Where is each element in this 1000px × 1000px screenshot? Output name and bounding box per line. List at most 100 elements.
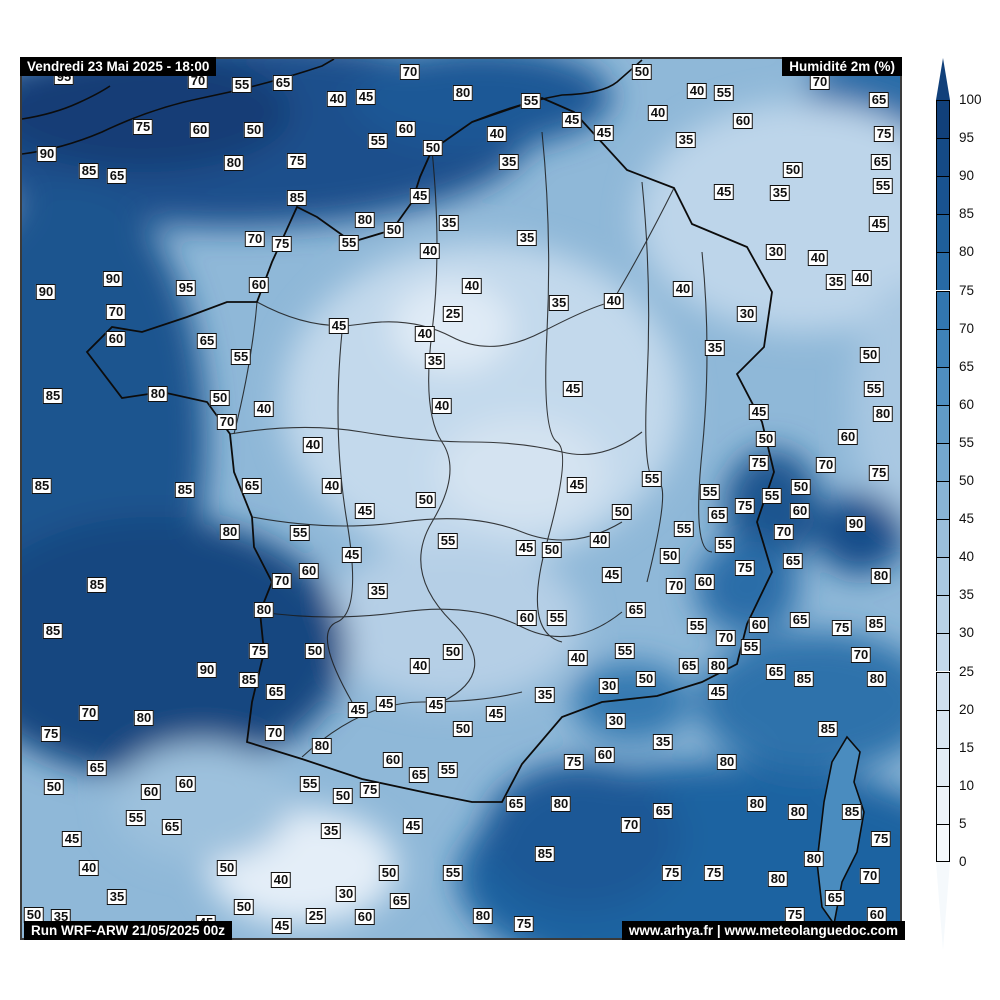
humidity-value-label: 75 <box>359 782 381 798</box>
humidity-value-label: 35 <box>516 230 538 246</box>
humidity-value-label: 75 <box>868 465 890 481</box>
humidity-value-label: 75 <box>661 865 683 881</box>
colorbar-tick-label: 60 <box>959 396 975 412</box>
humidity-value-label: 55 <box>740 639 762 655</box>
humidity-value-label: 50 <box>659 548 681 564</box>
humidity-value-label: 60 <box>354 909 376 925</box>
humidity-value-label: 60 <box>694 574 716 590</box>
humidity-value-label: 80 <box>219 524 241 540</box>
humidity-value-label: 45 <box>748 404 770 420</box>
colorbar-tick-label: 40 <box>959 549 975 565</box>
humidity-value-label: 85 <box>534 846 556 862</box>
humidity-value-label: 85 <box>42 388 64 404</box>
humidity-value-label: 50 <box>332 788 354 804</box>
humidity-value-label: 35 <box>424 353 446 369</box>
humidity-value-label: 45 <box>402 818 424 834</box>
humidity-value-label: 75 <box>734 498 756 514</box>
humidity-value-label: 55 <box>367 133 389 149</box>
humidity-value-label: 65 <box>652 803 674 819</box>
humidity-value-label: 55 <box>614 643 636 659</box>
humidity-value-label: 85 <box>42 623 64 639</box>
humidity-value-label: 50 <box>233 899 255 915</box>
humidity-value-label: 50 <box>422 140 444 156</box>
humidity-value-label: 50 <box>541 542 563 558</box>
humidity-value-label: 85 <box>86 577 108 593</box>
humidity-value-label: 70 <box>264 725 286 741</box>
humidity-value-label: 70 <box>216 414 238 430</box>
colorbar-tick-label: 65 <box>959 358 975 374</box>
humidity-value-label: 65 <box>86 760 108 776</box>
humidity-value-label: 75 <box>271 236 293 252</box>
humidity-value-label: 50 <box>442 644 464 660</box>
humidity-value-label: 85 <box>865 616 887 632</box>
datetime-label: Vendredi 23 Mai 2025 - 18:00 <box>20 57 217 76</box>
colorbar-tick-label: 50 <box>959 473 975 488</box>
humidity-value-label: 40 <box>567 650 589 666</box>
humidity-value-label: 60 <box>395 121 417 137</box>
humidity-value-label: 85 <box>238 672 260 688</box>
humidity-value-label: 55 <box>686 618 708 634</box>
colorbar-tick-label: 25 <box>959 663 975 679</box>
credits-label: www.arhya.fr | www.meteolanguedoc.com <box>621 921 905 940</box>
humidity-value-label: 65 <box>868 92 890 108</box>
humidity-value-label: 40 <box>419 243 441 259</box>
humidity-value-label: 30 <box>598 678 620 694</box>
humidity-value-label: 40 <box>603 293 625 309</box>
humidity-value-label: 40 <box>589 532 611 548</box>
humidity-value-label: 60 <box>732 113 754 129</box>
humidity-value-label: 50 <box>859 347 881 363</box>
humidity-value-label: 60 <box>789 503 811 519</box>
humidity-value-label: 75 <box>703 865 725 881</box>
humidity-value-label: 40 <box>409 658 431 674</box>
model-run-label: Run WRF-ARW 21/05/2025 00z <box>24 921 233 940</box>
humidity-value-label: 40 <box>851 270 873 286</box>
humidity-value-label: 60 <box>594 747 616 763</box>
colorbar-tick-label: 20 <box>959 701 975 717</box>
humidity-value-label: 65 <box>196 333 218 349</box>
humidity-value-label: 45 <box>341 547 363 563</box>
map-svg <box>22 59 900 938</box>
humidity-value-label: 75 <box>248 643 270 659</box>
humidity-value-label: 55 <box>299 776 321 792</box>
humidity-value-label: 50 <box>631 64 653 80</box>
colorbar-segment <box>936 290 950 329</box>
humidity-value-label: 45 <box>328 318 350 334</box>
humidity-value-label: 40 <box>461 278 483 294</box>
humidity-value-label: 50 <box>304 643 326 659</box>
humidity-value-label: 85 <box>31 478 53 494</box>
colorbar-segment <box>936 747 950 786</box>
humidity-value-label: 65 <box>505 796 527 812</box>
humidity-value-label: 70 <box>187 73 209 89</box>
humidity-value-label: 40 <box>486 126 508 142</box>
humidity-value-label: 50 <box>635 671 657 687</box>
humidity-value-label: 75 <box>831 620 853 636</box>
humidity-value-label: 50 <box>216 860 238 876</box>
humidity-value-label: 90 <box>196 662 218 678</box>
humidity-value-label: 45 <box>375 696 397 712</box>
humidity-value-label: 75 <box>734 560 756 576</box>
humidity-value-label: 55 <box>699 484 721 500</box>
humidity-value-label: 60 <box>748 617 770 633</box>
humidity-value-label: 65 <box>789 612 811 628</box>
colorbar-tick-label: 75 <box>959 282 975 298</box>
humidity-value-label: 55 <box>641 471 663 487</box>
humidity-value-label: 50 <box>611 504 633 520</box>
humidity-value-label: 90 <box>35 284 57 300</box>
humidity-value-label: 85 <box>817 721 839 737</box>
humidity-value-label: 80 <box>311 738 333 754</box>
humidity-value-label: 55 <box>289 525 311 541</box>
humidity-value-label: 75 <box>40 726 62 742</box>
humidity-value-label: 50 <box>415 492 437 508</box>
humidity-value-label: 80 <box>870 568 892 584</box>
humidity-value-label: 80 <box>354 212 376 228</box>
humidity-value-label: 75 <box>873 126 895 142</box>
humidity-value-label: 75 <box>132 119 154 135</box>
humidity-value-label: 55 <box>437 762 459 778</box>
france-outline <box>85 97 775 803</box>
map-canvas <box>20 57 902 940</box>
colorbar-segment <box>936 709 950 748</box>
humidity-value-label: 65 <box>161 819 183 835</box>
humidity-value-label: 40 <box>302 437 324 453</box>
humidity-value-label: 65 <box>272 75 294 91</box>
